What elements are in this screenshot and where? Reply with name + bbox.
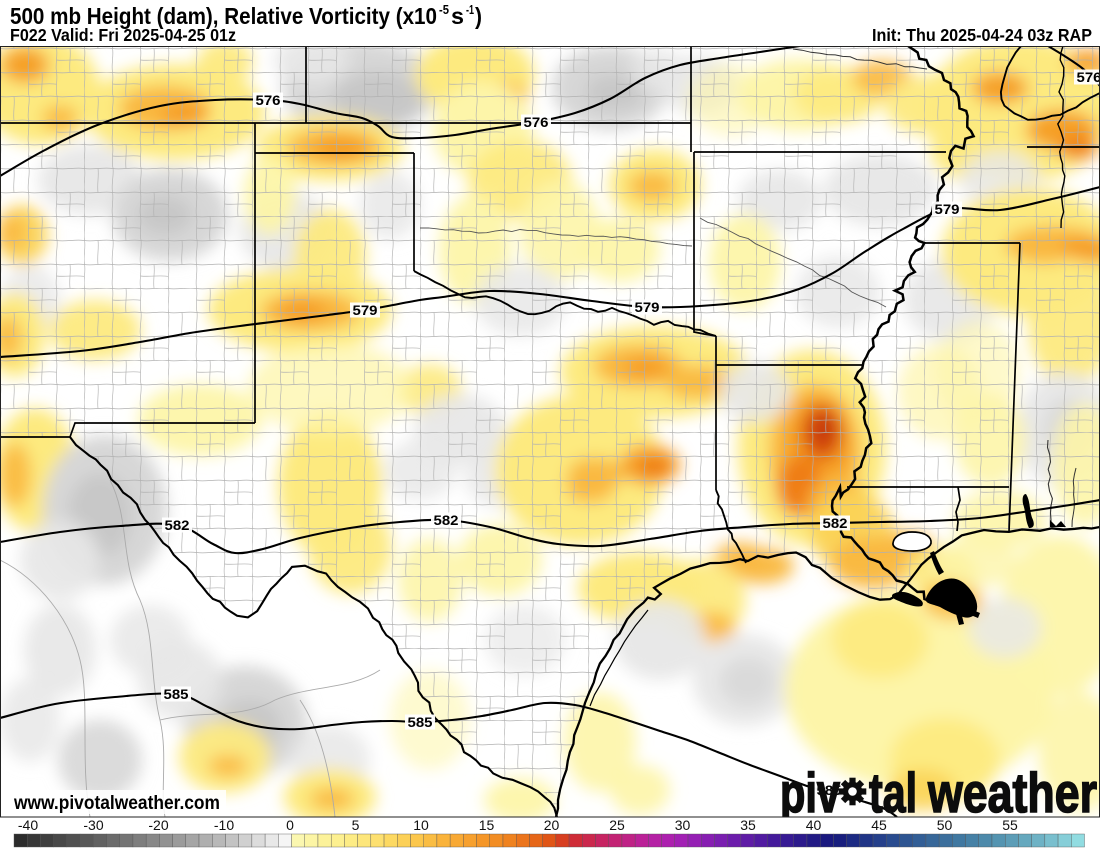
svg-text:585: 585 (408, 715, 434, 730)
svg-text:582: 582 (434, 513, 459, 528)
svg-text:Init: Thu 2025-04-24 03z RAP: Init: Thu 2025-04-24 03z RAP (872, 25, 1092, 45)
svg-text:576: 576 (524, 115, 550, 130)
svg-text:35: 35 (740, 817, 756, 833)
svg-text:-40: -40 (18, 817, 38, 833)
svg-text:40: 40 (806, 817, 822, 833)
svg-text:www.pivotalweather.com: www.pivotalweather.com (13, 793, 220, 814)
svg-text:582: 582 (823, 516, 848, 531)
svg-text:579: 579 (935, 202, 960, 217)
svg-text:579: 579 (635, 300, 660, 315)
svg-text:582: 582 (165, 518, 190, 533)
svg-text:0: 0 (286, 817, 294, 833)
svg-text:500 mb Height (dam), Relative: 500 mb Height (dam), Relative Vorticity … (10, 3, 437, 29)
svg-text:20: 20 (544, 817, 560, 833)
svg-text:576: 576 (256, 93, 282, 108)
svg-text:10: 10 (413, 817, 429, 833)
svg-text:585: 585 (817, 783, 843, 798)
svg-text:F022 Valid: Fri 2025-04-25 01z: F022 Valid: Fri 2025-04-25 01z (10, 25, 236, 45)
svg-text:55: 55 (1002, 817, 1018, 833)
svg-text:579: 579 (353, 303, 378, 318)
svg-text:): ) (475, 3, 482, 29)
svg-text:tal: tal (869, 761, 917, 824)
svg-text:30: 30 (675, 817, 691, 833)
svg-text:weather: weather (927, 761, 1097, 824)
svg-text:-10: -10 (214, 817, 234, 833)
svg-text:576: 576 (1077, 70, 1100, 85)
svg-text:s: s (451, 3, 464, 29)
svg-text:5: 5 (352, 817, 360, 833)
svg-text:-1: -1 (466, 2, 474, 17)
svg-text:45: 45 (871, 817, 887, 833)
svg-text:25: 25 (609, 817, 625, 833)
svg-text:-20: -20 (148, 817, 168, 833)
svg-text:585: 585 (164, 687, 190, 702)
svg-text:-5: -5 (439, 2, 449, 17)
svg-text:50: 50 (937, 817, 953, 833)
svg-text:-30: -30 (83, 817, 103, 833)
svg-text:piv: piv (780, 761, 840, 824)
svg-text:15: 15 (479, 817, 495, 833)
